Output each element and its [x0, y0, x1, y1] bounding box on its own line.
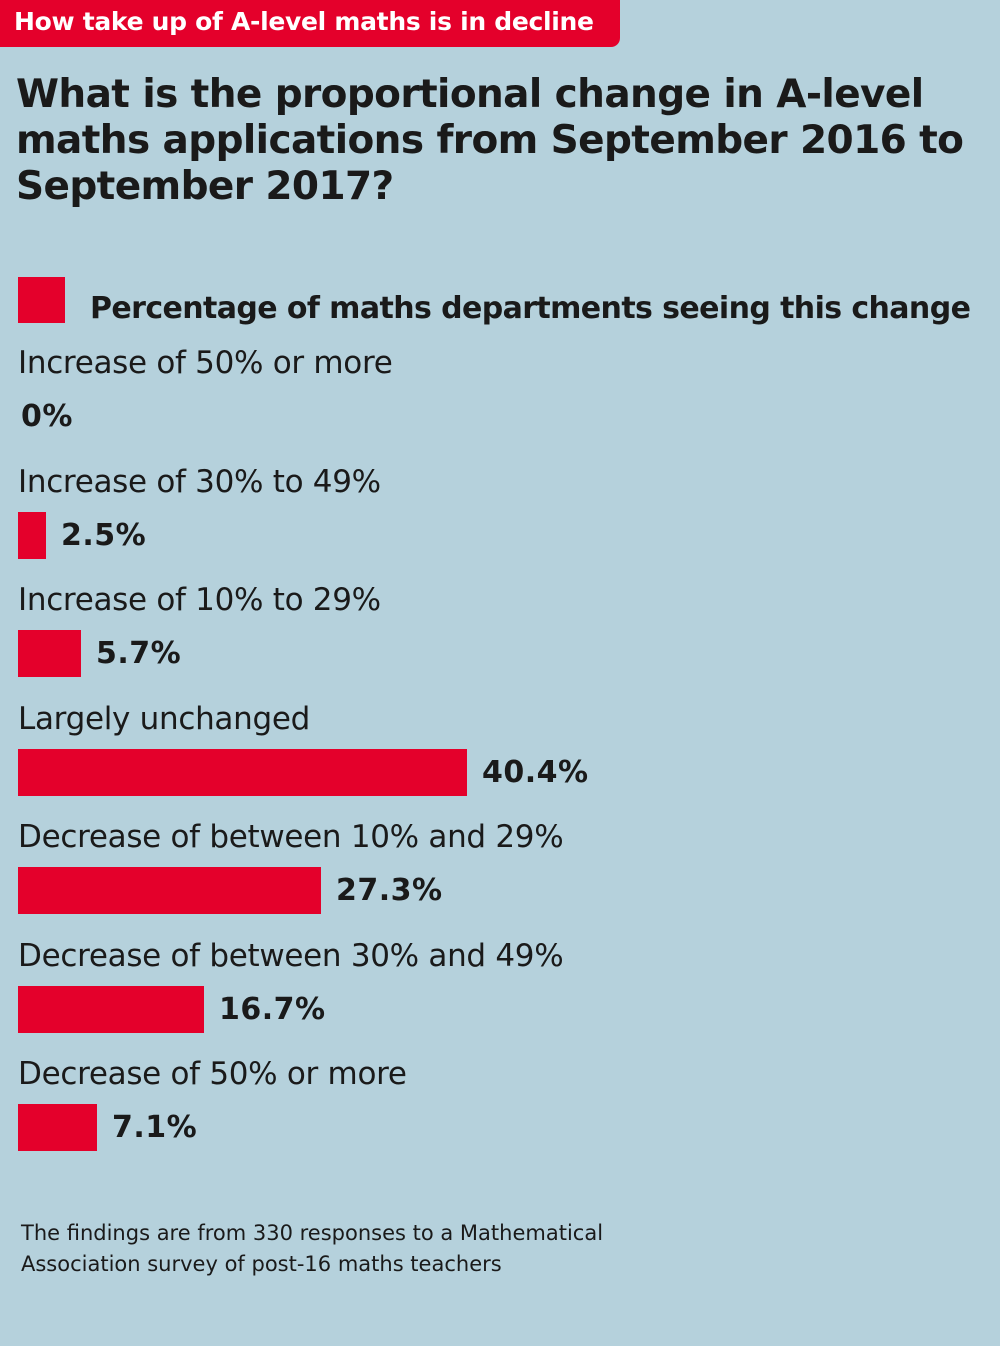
category-label: Increase of 50% or more	[18, 345, 393, 381]
footnote: The findings are from 330 responses to a…	[21, 1221, 604, 1276]
category-label: Increase of 10% to 29%	[18, 582, 381, 618]
bar	[18, 630, 81, 677]
category-label: Increase of 30% to 49%	[18, 463, 381, 500]
legend-swatch	[18, 277, 65, 323]
bar	[18, 985, 204, 1033]
chart-title: What is the proportional change in A-lev…	[16, 72, 964, 209]
value-label: 27.3%	[336, 873, 443, 908]
legend: Percentage of maths departments seeing t…	[18, 277, 988, 326]
value-label: 0%	[21, 399, 73, 434]
bar	[18, 1104, 97, 1151]
bar-chart: Increase of 50% or more 0% Increase of 30%…	[18, 0, 978, 1200]
bar	[18, 867, 321, 914]
legend-label: Percentage of maths departments seeing t…	[90, 291, 971, 326]
category-label: Decrease of between 30% and 49%	[18, 937, 564, 974]
header-banner: How take up of A-level maths is in decli…	[0, 0, 620, 47]
value-label: 40.4%	[482, 754, 589, 790]
value-label: 5.7%	[96, 636, 182, 671]
value-label: 16.7%	[219, 991, 326, 1027]
category-label: Decrease of 50% or more	[18, 1056, 407, 1092]
bar	[18, 748, 467, 796]
bar	[18, 511, 46, 559]
category-label: Decrease of between 10% and 29%	[18, 819, 564, 855]
value-label: 2.5%	[61, 517, 147, 553]
category-label: Largely unchanged	[18, 700, 310, 737]
value-label: 7.1%	[112, 1110, 198, 1145]
